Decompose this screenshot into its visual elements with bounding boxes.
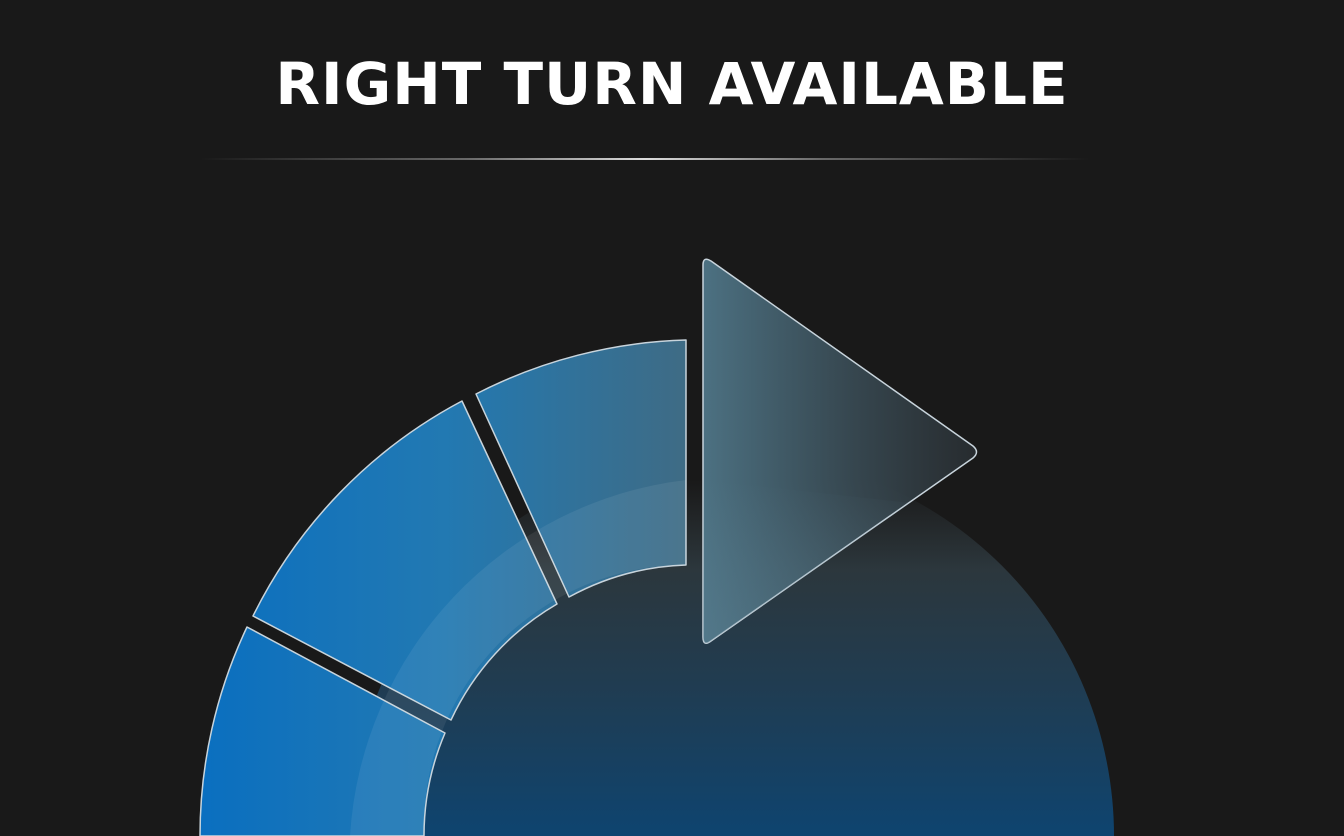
- arrow-head-lower-sheen: [703, 480, 910, 644]
- turn-segment-2: [252, 400, 558, 721]
- dome-glow: [350, 454, 1114, 836]
- turn-segment-3: [475, 339, 687, 598]
- segment-sheen: [350, 480, 686, 836]
- turn-path-segments: [199, 339, 687, 836]
- turn-segment-1: [199, 626, 446, 836]
- turn-title: RIGHT TURN AVAILABLE: [275, 50, 1069, 118]
- title-divider: [200, 158, 1090, 160]
